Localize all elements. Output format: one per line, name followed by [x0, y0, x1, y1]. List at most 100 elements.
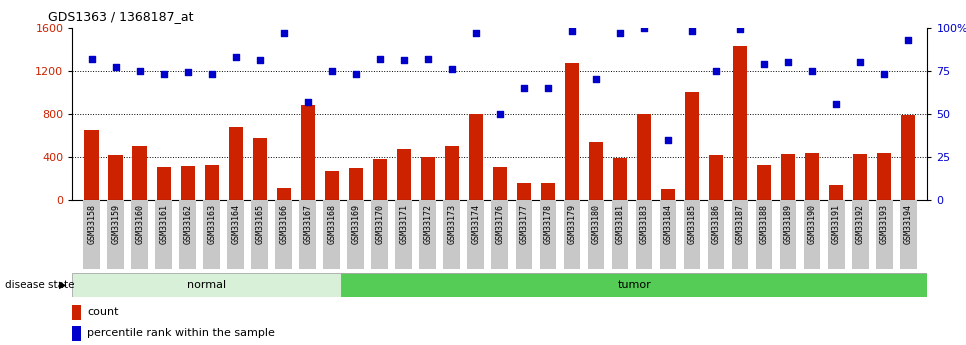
- FancyBboxPatch shape: [83, 200, 100, 269]
- Text: GSM33192: GSM33192: [856, 204, 865, 244]
- Point: [516, 85, 531, 91]
- Bar: [685, 92, 699, 200]
- Bar: [276, 188, 291, 200]
- Bar: [612, 158, 627, 200]
- FancyBboxPatch shape: [348, 200, 364, 269]
- Bar: [637, 114, 651, 200]
- Bar: [781, 154, 795, 200]
- Text: GSM33158: GSM33158: [87, 204, 97, 244]
- Text: GSM33188: GSM33188: [759, 204, 769, 244]
- FancyBboxPatch shape: [227, 200, 244, 269]
- Point: [588, 77, 604, 82]
- Bar: [517, 183, 531, 200]
- FancyBboxPatch shape: [636, 200, 652, 269]
- Point: [348, 71, 363, 77]
- Text: GSM33162: GSM33162: [184, 204, 192, 244]
- Point: [876, 71, 892, 77]
- FancyBboxPatch shape: [852, 200, 868, 269]
- FancyBboxPatch shape: [203, 200, 220, 269]
- FancyBboxPatch shape: [563, 200, 581, 269]
- Text: GSM33178: GSM33178: [544, 204, 553, 244]
- Point: [396, 58, 412, 63]
- FancyBboxPatch shape: [684, 200, 700, 269]
- Point: [637, 25, 652, 30]
- Bar: [756, 165, 771, 200]
- Bar: [349, 168, 363, 200]
- Point: [781, 59, 796, 65]
- Bar: [156, 167, 171, 200]
- Text: GSM33185: GSM33185: [688, 204, 696, 244]
- Point: [252, 58, 268, 63]
- Point: [420, 56, 436, 61]
- Point: [204, 71, 219, 77]
- Bar: [341, 273, 927, 297]
- Bar: [469, 114, 483, 200]
- Text: GSM33168: GSM33168: [327, 204, 336, 244]
- FancyBboxPatch shape: [275, 200, 292, 269]
- Bar: [565, 63, 580, 200]
- Bar: [877, 152, 892, 200]
- Text: GSM33164: GSM33164: [231, 204, 241, 244]
- Text: GSM33179: GSM33179: [567, 204, 577, 244]
- Text: GSM33172: GSM33172: [423, 204, 433, 244]
- FancyBboxPatch shape: [731, 200, 749, 269]
- FancyBboxPatch shape: [131, 200, 148, 269]
- Text: GSM33176: GSM33176: [496, 204, 504, 244]
- Text: GSM33186: GSM33186: [712, 204, 721, 244]
- Bar: [325, 171, 339, 200]
- Text: GSM33171: GSM33171: [399, 204, 409, 244]
- Point: [900, 37, 916, 42]
- Bar: [132, 146, 147, 200]
- Bar: [72, 305, 81, 320]
- Text: GSM33193: GSM33193: [880, 204, 889, 244]
- Text: GSM33189: GSM33189: [783, 204, 792, 244]
- FancyBboxPatch shape: [780, 200, 797, 269]
- Text: percentile rank within the sample: percentile rank within the sample: [87, 328, 275, 338]
- Point: [228, 54, 243, 60]
- Bar: [805, 152, 819, 200]
- FancyBboxPatch shape: [660, 200, 676, 269]
- Point: [493, 111, 508, 117]
- Point: [805, 68, 820, 73]
- Bar: [444, 146, 459, 200]
- Bar: [493, 167, 507, 200]
- Bar: [252, 138, 267, 200]
- Point: [564, 28, 580, 34]
- FancyBboxPatch shape: [251, 200, 269, 269]
- Bar: [709, 155, 724, 200]
- Text: GSM33160: GSM33160: [135, 204, 144, 244]
- Text: ▶: ▶: [59, 280, 67, 289]
- Text: count: count: [87, 307, 119, 317]
- Text: GSM33194: GSM33194: [903, 204, 913, 244]
- Bar: [84, 130, 99, 200]
- Point: [684, 28, 699, 34]
- FancyBboxPatch shape: [180, 200, 196, 269]
- Text: GDS1363 / 1368187_at: GDS1363 / 1368187_at: [48, 10, 193, 23]
- Point: [180, 70, 195, 75]
- Text: GSM33173: GSM33173: [447, 204, 456, 244]
- Bar: [853, 154, 867, 200]
- Point: [708, 68, 724, 73]
- FancyBboxPatch shape: [156, 200, 172, 269]
- Bar: [420, 157, 435, 200]
- Text: GSM33191: GSM33191: [832, 204, 840, 244]
- FancyBboxPatch shape: [107, 200, 124, 269]
- Point: [444, 66, 460, 72]
- Bar: [72, 326, 81, 342]
- FancyBboxPatch shape: [540, 200, 556, 269]
- Text: GSM33180: GSM33180: [591, 204, 601, 244]
- Point: [732, 27, 748, 32]
- Text: GSM33161: GSM33161: [159, 204, 168, 244]
- FancyBboxPatch shape: [755, 200, 773, 269]
- Point: [829, 101, 844, 106]
- Text: GSM33183: GSM33183: [639, 204, 648, 244]
- Bar: [300, 105, 315, 200]
- FancyBboxPatch shape: [492, 200, 508, 269]
- Point: [276, 30, 292, 36]
- Point: [756, 61, 772, 67]
- Text: GSM33170: GSM33170: [376, 204, 384, 244]
- Text: tumor: tumor: [617, 280, 651, 289]
- Point: [108, 65, 124, 70]
- Text: GSM33163: GSM33163: [208, 204, 216, 244]
- Bar: [181, 166, 195, 200]
